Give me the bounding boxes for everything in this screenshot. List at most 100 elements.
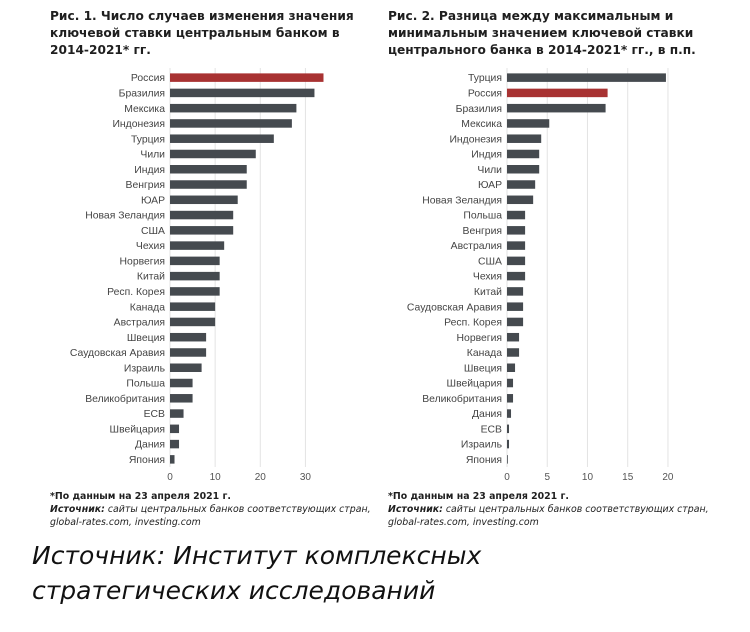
chart2-category-label: ЕСВ	[481, 424, 502, 435]
chart2-category-label: Индонезия	[449, 134, 502, 145]
chart2-title: Рис. 2. Разница между максимальным и мин…	[388, 9, 696, 57]
chart1-category-label: Мексика	[124, 104, 165, 115]
chart2-category-label: Индия	[471, 150, 502, 161]
chart1-xtick-label: 10	[210, 472, 222, 483]
chart2-bar	[507, 119, 550, 128]
chart1-bar	[170, 287, 220, 296]
chart2-bar	[507, 73, 666, 82]
chart1-xtick-label: 20	[255, 472, 267, 483]
chart1-bar	[170, 332, 207, 342]
chart2-bar	[507, 348, 520, 357]
chart2-category-label: Швейцария	[447, 379, 502, 390]
chart2-bar	[507, 332, 520, 342]
chart2-category-label: ЮАР	[478, 180, 502, 191]
chart2-bar	[507, 409, 512, 418]
chart2-bar	[507, 195, 534, 205]
chart1-bar	[170, 302, 216, 311]
chart2-category-label: Польша	[463, 211, 502, 222]
chart1-source-label: Источник:	[50, 504, 105, 515]
chart1-category-label: Чили	[140, 150, 165, 161]
chart1-category-label: Дания	[135, 440, 165, 451]
chart2-source-text: сайты центральных банков соответствующих…	[388, 504, 709, 528]
chart1-bar	[170, 73, 324, 82]
chart2-category-label: Турция	[468, 73, 502, 84]
chart2-xtick-label: 5	[544, 472, 550, 483]
chart1-bar	[170, 134, 274, 143]
chart1-category-label: Индонезия	[112, 119, 165, 130]
chart1-bar	[170, 180, 247, 189]
chart2-bar	[507, 88, 608, 98]
chart1-bar	[170, 439, 180, 449]
chart2-bar	[507, 394, 514, 403]
chart2-bar	[507, 210, 526, 220]
chart2-category-label: Израиль	[461, 440, 502, 451]
image-caption: Источник: Институт комплексных стратегич…	[32, 541, 482, 605]
chart1-category-label: Турция	[131, 134, 165, 145]
chart1-bar	[170, 363, 202, 372]
chart1-category-label: Саудовская Аравия	[70, 348, 165, 359]
chart2-xtick-label: 20	[662, 472, 674, 483]
chart2-category-label: Венгрия	[463, 226, 502, 237]
chart2-bar	[507, 180, 536, 189]
chart2-category-label: Чехия	[473, 272, 502, 283]
chart2-category-label: Бразилия	[456, 104, 502, 115]
chart1-category-label: Канада	[130, 302, 165, 313]
chart1-category-label: Россия	[131, 73, 165, 84]
chart1-bar	[170, 165, 247, 174]
chart2-category-label: США	[478, 256, 502, 267]
chart1-bar	[170, 394, 193, 403]
chart1-category-label: Китай	[137, 272, 165, 283]
chart1-category-label: Великобритания	[85, 393, 165, 405]
chart1-bar	[170, 256, 220, 266]
chart1-bar	[170, 210, 234, 220]
chart1-xtick-label: 0	[167, 472, 173, 483]
chart1-category-label: Израиль	[124, 363, 165, 374]
chart2-footnote: *По данным на 23 апреля 2021 г.	[388, 491, 569, 502]
chart1-bar	[170, 455, 175, 464]
chart2-bar	[507, 302, 524, 311]
chart1-bar	[170, 271, 220, 281]
chart2-bar	[507, 439, 510, 449]
chart1-category-label: Бразилия	[119, 89, 165, 100]
chart1-bar	[170, 226, 234, 235]
chart1-category-label: Швейцария	[110, 424, 165, 435]
chart2-bar	[507, 149, 540, 159]
chart2-bar	[507, 256, 526, 266]
chart1-footnote: *По данным на 23 апреля 2021 г.	[50, 491, 231, 502]
chart2-source-label: Источник:	[388, 504, 443, 515]
chart1-category-label: Индия	[134, 165, 165, 176]
chart2-category-label: Швеция	[464, 363, 502, 374]
chart2-bar	[507, 287, 524, 296]
chart1-bar	[170, 378, 193, 388]
chart1-category-label: Чехия	[136, 241, 165, 252]
chart1-source-text: сайты центральных банков соответствующих…	[50, 504, 371, 528]
chart2-category-label: Канада	[467, 348, 502, 359]
chart1-category-label: ЕСВ	[144, 409, 165, 420]
chart1-bar	[170, 103, 297, 113]
chart2-category-label: Китай	[474, 287, 502, 298]
chart2-category-label: Респ. Корея	[444, 318, 502, 329]
chart1-bar	[170, 88, 315, 98]
chart1-title: Рис. 1. Число случаев изменения значения…	[50, 9, 354, 57]
chart1-bar	[170, 149, 256, 159]
chart1-bar	[170, 409, 184, 418]
chart2-xtick-label: 15	[622, 472, 634, 483]
chart2-bar	[507, 317, 524, 327]
chart2-bar	[507, 378, 514, 388]
chart2-category-label: Новая Зеландия	[422, 195, 502, 206]
chart2-bar	[507, 241, 526, 250]
chart1-category-label: Венгрия	[126, 180, 165, 191]
chart2-category-label: Мексика	[461, 119, 502, 130]
chart1-bar	[170, 119, 292, 128]
chart2-bar	[507, 226, 526, 235]
chart2-bar	[507, 165, 540, 174]
chart1-bar	[170, 195, 238, 205]
chart1-category-label: Япония	[129, 455, 165, 466]
chart1-category-label: Швеция	[127, 333, 165, 344]
chart2-category-label: Саудовская Аравия	[407, 302, 502, 313]
chart1-xtick-label: 30	[300, 472, 312, 483]
chart2-bar	[507, 103, 606, 113]
chart2-category-label: Чили	[477, 165, 502, 176]
chart2-notes: *По данным на 23 апреля 2021 г. Источник…	[388, 490, 728, 529]
